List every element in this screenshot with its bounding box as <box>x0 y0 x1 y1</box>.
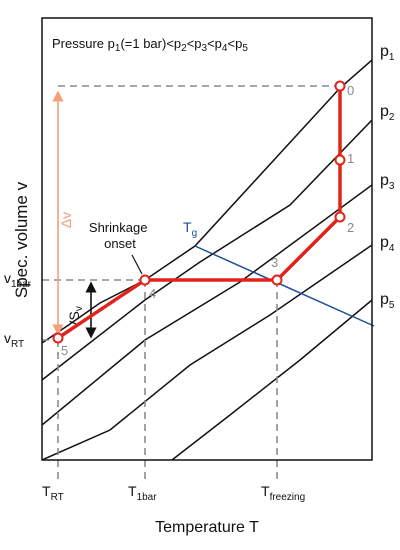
state-points <box>52 80 346 344</box>
pressure-label-p1: p1 <box>380 43 395 63</box>
x-tick-tfreezing: Tfreezing <box>261 483 305 503</box>
pressure-label-p2: p2 <box>380 103 395 123</box>
chart-title: Pressure p1(=1 bar)<p2<p3<p4<p5 <box>52 36 248 54</box>
shrinkage-onset-label: Shrinkage onset <box>89 220 151 251</box>
tg-line <box>194 245 375 327</box>
x-axis-label: Temperature T <box>155 519 259 536</box>
pressure-lines <box>42 59 372 460</box>
pressure-line-p5 <box>171 299 372 460</box>
point-2 <box>334 211 346 223</box>
y-tick-vrt: vRT <box>4 330 24 350</box>
delta-v-label: Δv <box>58 212 74 228</box>
pressure-line-p3 <box>42 184 372 426</box>
point-label-5: 5 <box>61 343 68 358</box>
point-4 <box>139 274 151 286</box>
pressure-line-p2 <box>42 119 372 381</box>
pressure-line-p4 <box>42 244 372 460</box>
y-tick-v1bar: v1bar <box>4 270 32 290</box>
point-5 <box>52 332 64 344</box>
point-label-0: 0 <box>347 83 354 98</box>
pressure-label-p4: p4 <box>380 234 395 254</box>
point-1 <box>334 154 346 166</box>
point-3 <box>271 274 283 286</box>
y-axis-label: Spec. volume v <box>12 181 31 298</box>
point-label-1: 1 <box>347 151 354 166</box>
tg-label: Tg <box>183 219 197 239</box>
point-label-3: 3 <box>271 255 278 270</box>
pressure-label-p5: p5 <box>380 291 395 311</box>
plot-frame <box>41 17 373 461</box>
point-label-4: 4 <box>149 286 156 301</box>
pressure-label-p3: p3 <box>380 172 395 192</box>
pressure-labels: p1 p2 p3 p4 p5 <box>380 43 395 311</box>
process-path <box>57 86 342 340</box>
x-tick-t1bar: T1bar <box>128 483 157 503</box>
reference-lines <box>42 85 340 484</box>
x-tick-trt: TRT <box>42 483 64 503</box>
point-label-2: 2 <box>347 220 354 235</box>
shrinkage-pointer <box>131 254 143 275</box>
point-0 <box>334 80 346 92</box>
